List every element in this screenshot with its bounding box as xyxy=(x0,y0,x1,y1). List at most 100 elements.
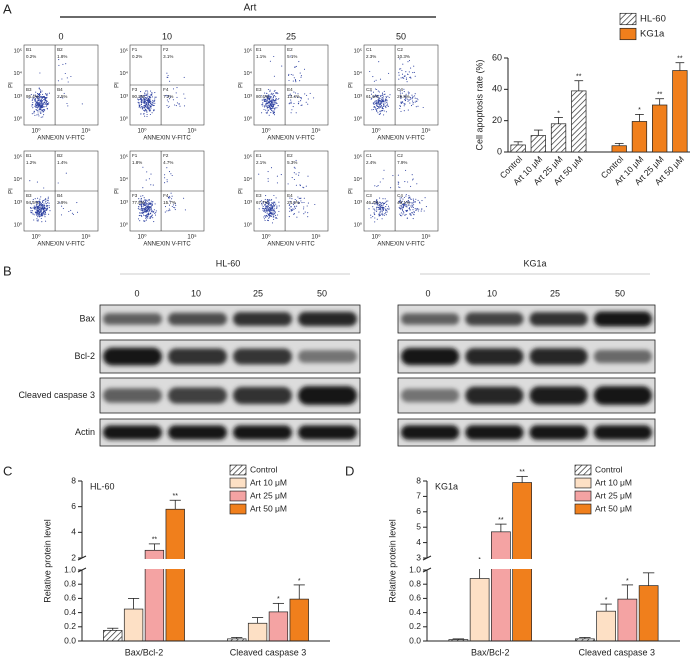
event-dot xyxy=(405,204,407,206)
event-dot xyxy=(388,208,390,211)
event-dot xyxy=(376,103,378,106)
event-dot xyxy=(49,210,51,212)
event-dot xyxy=(42,106,44,108)
event-dot xyxy=(41,99,43,102)
event-dot xyxy=(307,202,309,204)
event-dot xyxy=(378,91,380,93)
event-dot xyxy=(270,100,272,102)
blot-band xyxy=(233,348,292,365)
event-dot xyxy=(384,202,386,205)
event-dot xyxy=(138,96,140,98)
event-dot xyxy=(39,108,41,110)
event-dot xyxy=(414,95,416,97)
event-dot xyxy=(372,108,375,111)
event-dot xyxy=(168,210,170,212)
event-dot xyxy=(293,166,295,168)
event-dot xyxy=(399,107,401,110)
event-dot xyxy=(278,205,280,207)
event-dot xyxy=(374,88,377,90)
blot-band xyxy=(465,312,524,326)
event-dot xyxy=(379,208,381,211)
event-dot xyxy=(154,98,156,100)
x-axis-label: ANNEXIN V-FITC xyxy=(267,136,315,142)
event-dot xyxy=(48,207,50,209)
event-dot xyxy=(404,75,406,77)
event-dot xyxy=(378,103,380,105)
event-dot xyxy=(44,103,46,105)
event-dot xyxy=(42,207,44,209)
event-dot xyxy=(383,214,385,216)
event-dot xyxy=(146,210,149,212)
event-dot xyxy=(168,171,171,173)
event-dot xyxy=(43,199,45,201)
event-dot xyxy=(261,202,263,204)
event-dot xyxy=(143,98,145,100)
event-dot xyxy=(263,98,265,100)
event-dot xyxy=(265,99,267,101)
event-dot xyxy=(292,208,294,210)
event-dot xyxy=(374,105,376,108)
event-dot xyxy=(399,68,401,70)
event-dot xyxy=(36,218,38,220)
event-dot xyxy=(265,95,267,97)
quadrant-value: 2.5% xyxy=(57,94,67,99)
event-dot xyxy=(42,93,44,95)
y-tick-label: 0.8 xyxy=(409,578,421,588)
event-dot xyxy=(168,195,170,197)
event-dot xyxy=(372,208,374,210)
event-dot xyxy=(45,101,47,103)
event-dot xyxy=(260,203,263,205)
event-dot xyxy=(291,177,293,179)
event-dot xyxy=(293,208,295,210)
event-dot xyxy=(139,107,141,109)
dose-label: 25 xyxy=(286,31,296,41)
event-dot xyxy=(37,212,39,214)
event-dot xyxy=(403,203,405,205)
event-dot xyxy=(46,107,48,109)
event-dot xyxy=(273,210,275,212)
quadrant-value: 2.9% xyxy=(57,200,67,205)
event-dot xyxy=(411,206,413,208)
event-dot xyxy=(153,104,155,107)
y-axis-label: PI xyxy=(239,82,245,88)
event-dot xyxy=(183,105,186,107)
y-tick-label: 10⁰ xyxy=(354,221,363,228)
event-dot xyxy=(167,95,169,97)
legend-label: KG1a xyxy=(640,29,665,40)
event-dot xyxy=(34,104,36,106)
event-dot xyxy=(409,202,411,204)
event-dot xyxy=(403,77,405,79)
event-dot xyxy=(144,103,146,105)
event-dot xyxy=(59,96,62,99)
event-dot xyxy=(32,97,34,99)
event-dot xyxy=(170,173,172,175)
quadrant-name: F4 xyxy=(163,193,169,198)
event-dot xyxy=(29,207,32,209)
event-dot xyxy=(373,212,375,214)
event-dot xyxy=(410,105,413,107)
event-dot xyxy=(142,102,144,104)
event-dot xyxy=(303,208,305,210)
event-dot xyxy=(57,182,59,184)
event-dot xyxy=(421,200,423,202)
event-dot xyxy=(377,102,379,104)
event-dot xyxy=(379,78,382,80)
event-dot xyxy=(142,205,144,207)
event-dot xyxy=(416,183,418,185)
event-dot xyxy=(307,216,309,218)
event-dot xyxy=(276,205,278,207)
event-dot xyxy=(374,96,376,98)
event-dot xyxy=(140,200,142,202)
event-dot xyxy=(37,216,39,218)
event-dot xyxy=(275,101,277,103)
event-dot xyxy=(303,201,305,204)
blot-band xyxy=(529,386,588,405)
event-dot xyxy=(164,211,166,213)
blot-band xyxy=(593,425,652,440)
event-dot xyxy=(66,77,68,79)
event-dot xyxy=(269,108,271,110)
event-dot xyxy=(40,95,42,97)
event-dot xyxy=(401,206,403,208)
